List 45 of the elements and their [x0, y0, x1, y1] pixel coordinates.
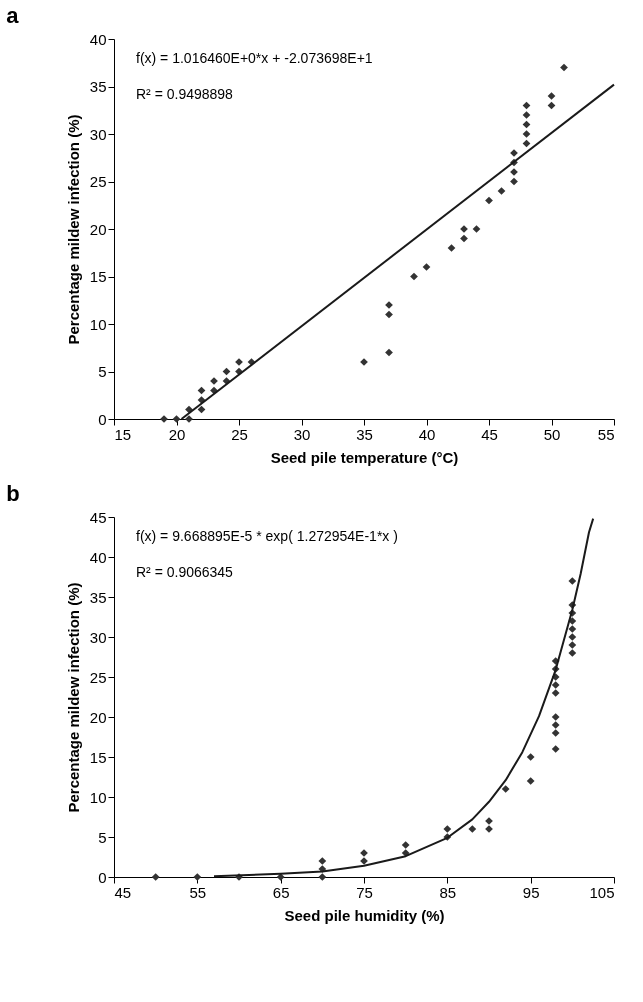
y-tick-label: 5 [98, 363, 107, 380]
y-tick-label: 45 [89, 508, 107, 526]
x-tick-label: 45 [481, 425, 498, 443]
x-tick-label: 35 [356, 425, 373, 443]
y-axis-title: Percentage mildew infection (%) [64, 114, 82, 345]
y-tick-label: 25 [89, 173, 107, 190]
chart-title: a [6, 3, 20, 28]
x-tick-label: 45 [114, 883, 132, 901]
y-tick-label: 35 [89, 588, 107, 606]
y-tick-label: 30 [89, 125, 107, 143]
x-tick-label: 75 [356, 883, 373, 901]
x-tick-label: 95 [522, 883, 540, 901]
x-tick-label: 25 [231, 425, 248, 443]
x-axis-title: Seed pile humidity (%) [284, 906, 445, 924]
x-tick-label: 105 [589, 883, 615, 901]
y-tick-label: 20 [89, 708, 107, 726]
y-tick-label: 5 [98, 828, 107, 846]
y-tick-label: 15 [89, 748, 107, 766]
y-tick-label: 40 [89, 30, 107, 48]
y-tick-label: 10 [89, 315, 107, 333]
x-tick-label: 55 [597, 425, 615, 443]
y-axis-title: Percentage mildew infection (%) [64, 582, 82, 813]
x-axis-title: Seed pile temperature (°C) [270, 448, 459, 466]
annotation: R² = 0.9498898 [136, 86, 234, 102]
y-tick-label: 30 [89, 628, 107, 646]
x-tick-label: 65 [272, 883, 290, 901]
x-tick-label: 30 [293, 425, 311, 443]
x-tick-label: 20 [168, 425, 186, 443]
y-tick-label: 15 [89, 268, 107, 285]
x-tick-label: 85 [439, 883, 457, 901]
y-tick-label: 20 [89, 220, 107, 238]
x-tick-label: 55 [189, 883, 207, 901]
y-tick-label: 10 [89, 788, 107, 806]
y-tick-label: 25 [89, 668, 107, 686]
annotation: R² = 0.9066345 [136, 564, 234, 580]
x-tick-label: 40 [418, 425, 436, 443]
x-tick-label: 15 [114, 425, 132, 443]
annotation: f(x) = 1.016460E+0*x + -2.073698E+1 [136, 50, 373, 66]
chart-title: b [6, 481, 20, 506]
y-tick-label: 0 [98, 410, 107, 428]
y-tick-label: 35 [89, 78, 107, 95]
annotation: f(x) = 9.668895E-5 * exp( 1.272954E-1*x ) [136, 528, 398, 544]
y-tick-label: 40 [89, 548, 107, 566]
y-tick-label: 0 [98, 868, 107, 886]
x-tick-label: 50 [543, 425, 561, 443]
